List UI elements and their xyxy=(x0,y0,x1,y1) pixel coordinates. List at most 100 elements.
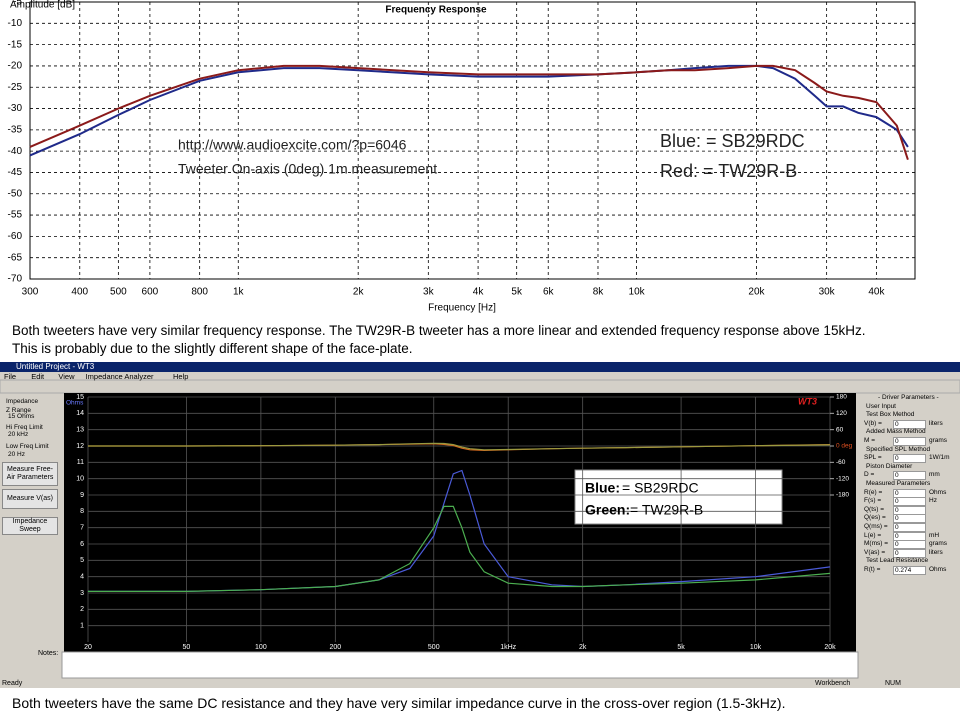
left-panel-item: Z Range xyxy=(6,407,31,414)
y-tick-label: 7 xyxy=(80,525,84,532)
top-background xyxy=(0,0,960,322)
legend-text: Green: xyxy=(585,502,630,518)
x-tick-label: 400 xyxy=(71,287,88,298)
menu-item[interactable]: Edit xyxy=(31,372,45,381)
toolbar xyxy=(0,379,960,394)
field-value[interactable]: 0 xyxy=(893,523,926,532)
field-label: Q(ms) = xyxy=(864,523,888,530)
field-value[interactable]: 0 xyxy=(893,548,926,558)
y2-tick-label: 0 deg xyxy=(836,443,853,450)
status-text: Ready xyxy=(2,680,23,687)
x-tick-label: 10k xyxy=(629,287,646,298)
x-tick-label: 6k xyxy=(543,287,555,298)
x-tick-label: 40k xyxy=(868,287,885,298)
field-value[interactable]: 0 xyxy=(893,505,926,515)
x-tick-label: 1k xyxy=(233,287,245,298)
field-value[interactable]: 0 xyxy=(893,454,926,464)
x-tick-label: 200 xyxy=(329,644,341,651)
notes-label: Notes: xyxy=(38,650,59,657)
menu-item[interactable]: Help xyxy=(173,372,189,381)
button[interactable]: Measure Free-Air Parameters xyxy=(2,462,58,486)
y-tick-label: 10 xyxy=(76,476,84,483)
x-tick-label: 4k xyxy=(473,287,485,298)
series-line xyxy=(88,442,831,451)
button[interactable]: Measure V(as) xyxy=(2,489,58,509)
x-tick-label: 1kHz xyxy=(500,644,516,651)
x-tick-label: 100 xyxy=(255,644,267,651)
field-label: Q(ts) = xyxy=(864,505,885,513)
annotation: Tweeter On-axis (0deg) 1m measurement xyxy=(178,161,437,177)
y-tick-label: -15 xyxy=(8,39,23,50)
panel-heading: Test Lead Resistance xyxy=(866,557,929,565)
field-unit: 1W/1m xyxy=(929,454,950,462)
field-unit: mH xyxy=(929,531,940,539)
button[interactable]: Impedance Sweep xyxy=(2,517,58,535)
y2-tick-label: 60 xyxy=(836,426,844,433)
caption: This is probably due to the slightly dif… xyxy=(12,341,413,356)
field-value[interactable]: 0 xyxy=(893,540,926,550)
y-tick-label: 9 xyxy=(80,492,84,499)
field-unit: grams xyxy=(929,540,948,548)
field-label: R(t) = xyxy=(864,566,881,573)
menu-item[interactable]: View xyxy=(58,372,75,381)
y-tick-label: -20 xyxy=(8,61,23,72)
y-tick-label: 15 xyxy=(76,394,84,401)
y-tick-label: 14 xyxy=(76,410,84,417)
y-tick-label: -30 xyxy=(8,103,23,114)
y-tick-label: 8 xyxy=(80,508,84,515)
x-tick-label: 500 xyxy=(110,287,127,298)
field-value[interactable]: 0 xyxy=(893,497,926,507)
x-tick-label: 300 xyxy=(22,287,39,298)
field-value[interactable]: 0 xyxy=(893,488,926,498)
field-unit: grams xyxy=(929,437,948,444)
panel-heading: Added Mass Method xyxy=(866,428,926,436)
field-label: R(e) = xyxy=(864,488,883,496)
left-panel-item: Low Freq Limit xyxy=(6,443,49,450)
field-value[interactable]: 0 xyxy=(893,471,926,481)
field-unit: liters xyxy=(929,548,943,556)
legend-text: Blue: xyxy=(585,480,620,496)
field-value[interactable]: 0 xyxy=(893,419,926,429)
y-tick-label: 12 xyxy=(76,443,84,450)
field-value[interactable]: 0 xyxy=(893,531,926,541)
left-panel-item[interactable]: 15 Ohms xyxy=(8,413,35,420)
y-tick-label: -40 xyxy=(8,146,23,157)
left-panel-item: Impedance xyxy=(6,398,39,405)
y-tick-label: -50 xyxy=(8,188,23,199)
left-panel-item[interactable]: 20 Hz xyxy=(8,451,25,458)
field-unit: mm xyxy=(929,471,940,479)
legend-text: = TW29R-B xyxy=(630,502,703,518)
series-line xyxy=(88,505,831,592)
y-tick-label: 1 xyxy=(80,623,84,630)
field-value[interactable]: 0.274 xyxy=(893,566,926,575)
y2-tick-label: 120 xyxy=(836,410,847,417)
y-tick-label: 6 xyxy=(80,541,84,548)
menu-item[interactable]: Impedance Analyzer xyxy=(85,372,154,381)
field-value[interactable]: 0 xyxy=(893,437,926,446)
x-tick-label: 8k xyxy=(593,287,605,298)
menu-item[interactable]: File xyxy=(4,372,17,381)
y-axis-label: Amplitude [dB] xyxy=(10,0,75,11)
series-line xyxy=(29,64,909,161)
y-tick-label: -10 xyxy=(8,18,23,29)
x-tick-label: 20k xyxy=(824,644,836,651)
left-panel-item[interactable]: 20 kHz xyxy=(8,431,29,438)
x-tick-label: 2k xyxy=(579,644,587,651)
annotation: Red: = TW29R-B xyxy=(660,161,797,181)
x-tick-label: 20 xyxy=(84,644,92,651)
status-text: Workbench xyxy=(815,680,851,687)
caption: Both tweeters have the same DC resistanc… xyxy=(12,695,786,711)
y2-tick-label: 180 xyxy=(836,394,847,401)
status-text: NUM xyxy=(885,680,901,687)
field-label: SPL = xyxy=(864,454,882,462)
field-value[interactable]: 0 xyxy=(893,514,926,524)
field-label: V(b) = xyxy=(864,419,882,427)
x-tick-label: 30k xyxy=(819,287,836,298)
x-tick-label: 500 xyxy=(428,644,440,651)
y2-tick-label: -180 xyxy=(836,492,849,499)
y-tick-label: -55 xyxy=(8,210,23,221)
x-tick-label: 2k xyxy=(353,287,365,298)
title-bar xyxy=(0,362,960,372)
